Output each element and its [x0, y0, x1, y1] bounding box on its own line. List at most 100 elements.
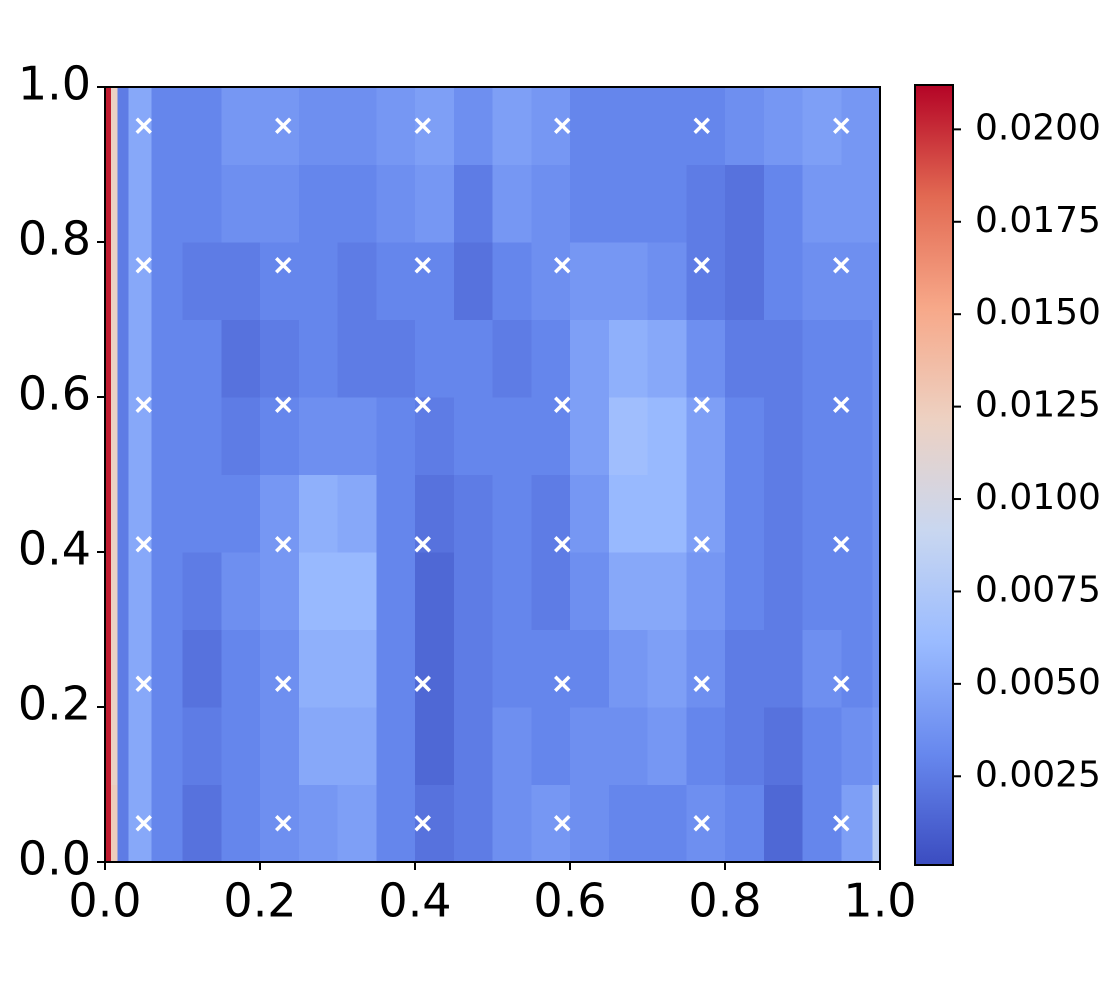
- heatmap-cell: [453, 474, 493, 553]
- heatmap-cell: [260, 319, 300, 398]
- colorbar-tick-label: 0.0125: [975, 385, 1100, 426]
- heatmap-cell: [802, 629, 842, 708]
- heatmap-cell: [647, 707, 687, 785]
- heatmap-cell: [608, 164, 648, 243]
- heatmap-cell: [492, 707, 532, 785]
- heatmap-cell: [376, 784, 416, 863]
- heatmap-cell: [492, 784, 532, 863]
- heatmap-cell: [872, 552, 881, 630]
- heatmap-cell: [337, 629, 377, 708]
- x-tick-label: 0.6: [533, 874, 606, 928]
- colorbar-tick-label: 0.0075: [975, 569, 1100, 610]
- heatmap-cell: [647, 784, 687, 863]
- scatter-marker: [414, 536, 431, 553]
- scatter-marker: [833, 396, 850, 413]
- heatmap-cell: [725, 164, 765, 243]
- heatmap-cell: [686, 629, 726, 708]
- heatmap-cell: [802, 784, 842, 863]
- heatmap-cell: [298, 474, 338, 553]
- heatmap-cell: [105, 707, 112, 785]
- colorbar-tick-label: 0.0150: [975, 292, 1100, 333]
- heatmap-cell: [221, 707, 261, 785]
- y-tick-label: 0.6: [18, 367, 91, 421]
- heatmap-cell: [337, 474, 377, 553]
- heatmap-cell: [492, 397, 532, 475]
- heatmap-cell: [531, 397, 571, 475]
- scatter-marker: [833, 815, 850, 832]
- heatmap-cell: [105, 474, 112, 553]
- heatmap-cell: [117, 164, 129, 243]
- scatter-marker: [135, 815, 152, 832]
- heatmap-cell: [221, 552, 261, 630]
- scatter-marker: [554, 536, 571, 553]
- scatter-marker: [275, 536, 292, 553]
- heatmap-cell: [128, 474, 152, 553]
- heatmap-cell: [492, 164, 532, 243]
- heatmap-cell: [260, 242, 300, 320]
- heatmap-cell: [128, 397, 152, 475]
- heatmap-cell: [151, 397, 183, 475]
- heatmap-cell: [492, 629, 532, 708]
- heatmap-cell: [376, 319, 416, 398]
- heatmap-cell: [151, 474, 183, 553]
- heatmap-cell: [608, 319, 648, 398]
- heatmap-cell: [531, 474, 571, 553]
- scatter-marker: [414, 815, 431, 832]
- heatmap-cell: [151, 552, 183, 630]
- heatmap-cell: [531, 164, 571, 243]
- heatmap-cell: [570, 707, 610, 785]
- heatmap-cell: [182, 87, 222, 165]
- heatmap-cell: [608, 784, 648, 863]
- heatmap-cell: [221, 474, 261, 553]
- heatmap-cell: [647, 87, 687, 165]
- heatmap-cell: [111, 784, 118, 863]
- heatmap-cell: [298, 242, 338, 320]
- heatmap-cell: [725, 474, 765, 553]
- heatmap-cell: [298, 87, 338, 165]
- scatter-marker: [275, 396, 292, 413]
- heatmap-cell: [872, 87, 881, 165]
- heatmap-cell: [221, 784, 261, 863]
- heatmap-cell: [337, 707, 377, 785]
- heatmap-cell: [128, 164, 152, 243]
- heatmap-cell: [872, 397, 881, 475]
- heatmap-cell: [221, 164, 261, 243]
- heatmap-cell: [221, 242, 261, 320]
- scatter-marker: [275, 675, 292, 692]
- heatmap-cell: [763, 707, 803, 785]
- heatmap-cell: [128, 707, 152, 785]
- heatmap-cell: [647, 319, 687, 398]
- scatter-marker: [135, 396, 152, 413]
- heatmap-cell: [872, 164, 881, 243]
- heatmap-cell: [725, 784, 765, 863]
- heatmap-cell: [415, 629, 455, 708]
- heatmap-cell: [415, 242, 455, 320]
- scatter-marker: [414, 675, 431, 692]
- scatter-marker: [135, 675, 152, 692]
- heatmap-cell: [111, 707, 118, 785]
- scatter-marker: [414, 117, 431, 134]
- heatmap-cell: [376, 397, 416, 475]
- heatmap-cell: [872, 707, 881, 785]
- heatmap-cell: [117, 552, 129, 630]
- heatmap-cell: [337, 397, 377, 475]
- heatmap-cell: [608, 87, 648, 165]
- heatmap-cell: [111, 629, 118, 708]
- heatmap-cell: [415, 164, 455, 243]
- scatter-marker: [833, 536, 850, 553]
- x-tick-label: 0.4: [378, 874, 451, 928]
- heatmap-cell: [415, 474, 455, 553]
- heatmap-cell: [105, 164, 112, 243]
- heatmap-cell: [763, 319, 803, 398]
- heatmap-cell: [608, 242, 648, 320]
- heatmap-cell: [872, 784, 881, 863]
- heatmap-cell: [453, 707, 493, 785]
- heatmap-cell: [725, 629, 765, 708]
- scatter-marker: [275, 117, 292, 134]
- heatmap-cell: [872, 474, 881, 553]
- heatmap-cell: [802, 242, 842, 320]
- heatmap-cell: [105, 629, 112, 708]
- heatmap-cell: [298, 629, 338, 708]
- scatter-marker: [693, 117, 710, 134]
